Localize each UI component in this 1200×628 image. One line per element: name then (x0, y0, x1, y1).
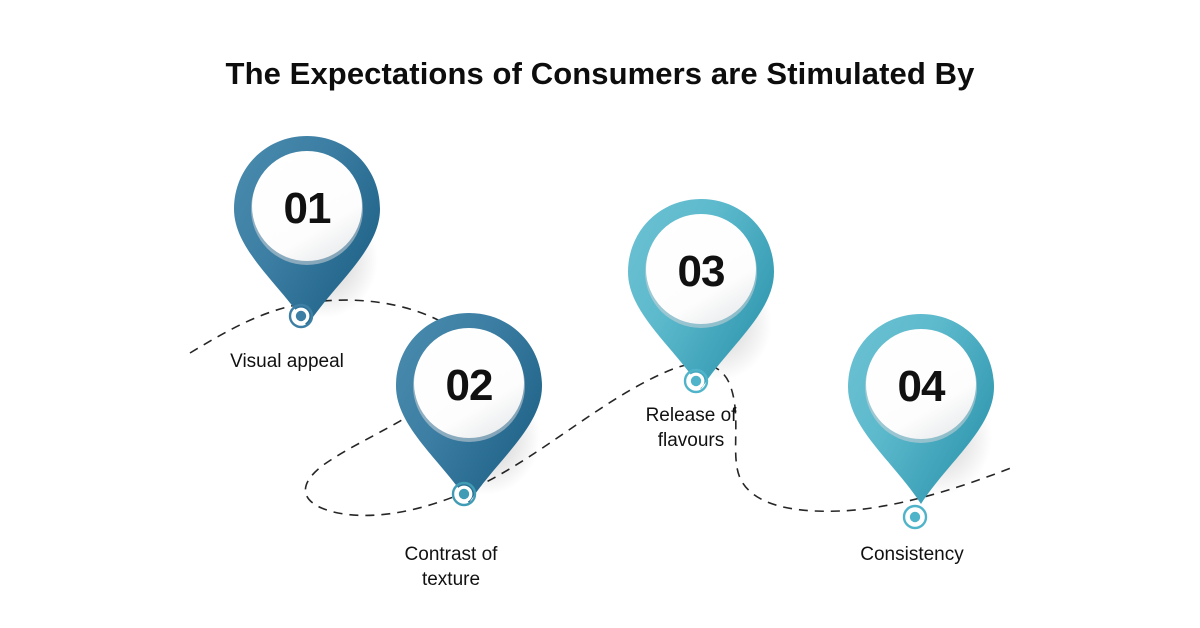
pin-shape-02 (396, 313, 542, 503)
pin-number-02: 02 (445, 361, 494, 410)
pin-number-01: 01 (283, 184, 332, 233)
pin-marker-01[interactable]: 01 (232, 134, 382, 330)
pin-marker-03[interactable]: 03 (626, 197, 776, 393)
pin-shape-01 (234, 136, 380, 326)
pin-number-04: 04 (897, 362, 946, 411)
step-label-04: Consistency (860, 544, 964, 565)
pin-marker-02[interactable]: 02 (394, 311, 544, 507)
pin-marker-04[interactable]: 04 (846, 312, 996, 508)
pin-shape-03 (628, 199, 774, 389)
step-label-01: Visual appeal (230, 351, 344, 372)
step-label-02: Contrast of texture (404, 544, 498, 591)
path-dot-04 (902, 504, 928, 530)
pin-number-03: 03 (677, 247, 726, 296)
step-label-03: Release of flavours (645, 405, 737, 452)
path-dot-02 (451, 481, 477, 507)
pin-shape-04 (848, 314, 994, 504)
page-title: The Expectations of Consumers are Stimul… (225, 56, 975, 91)
path-dot-03 (683, 368, 709, 394)
path-dot-01 (288, 303, 314, 329)
